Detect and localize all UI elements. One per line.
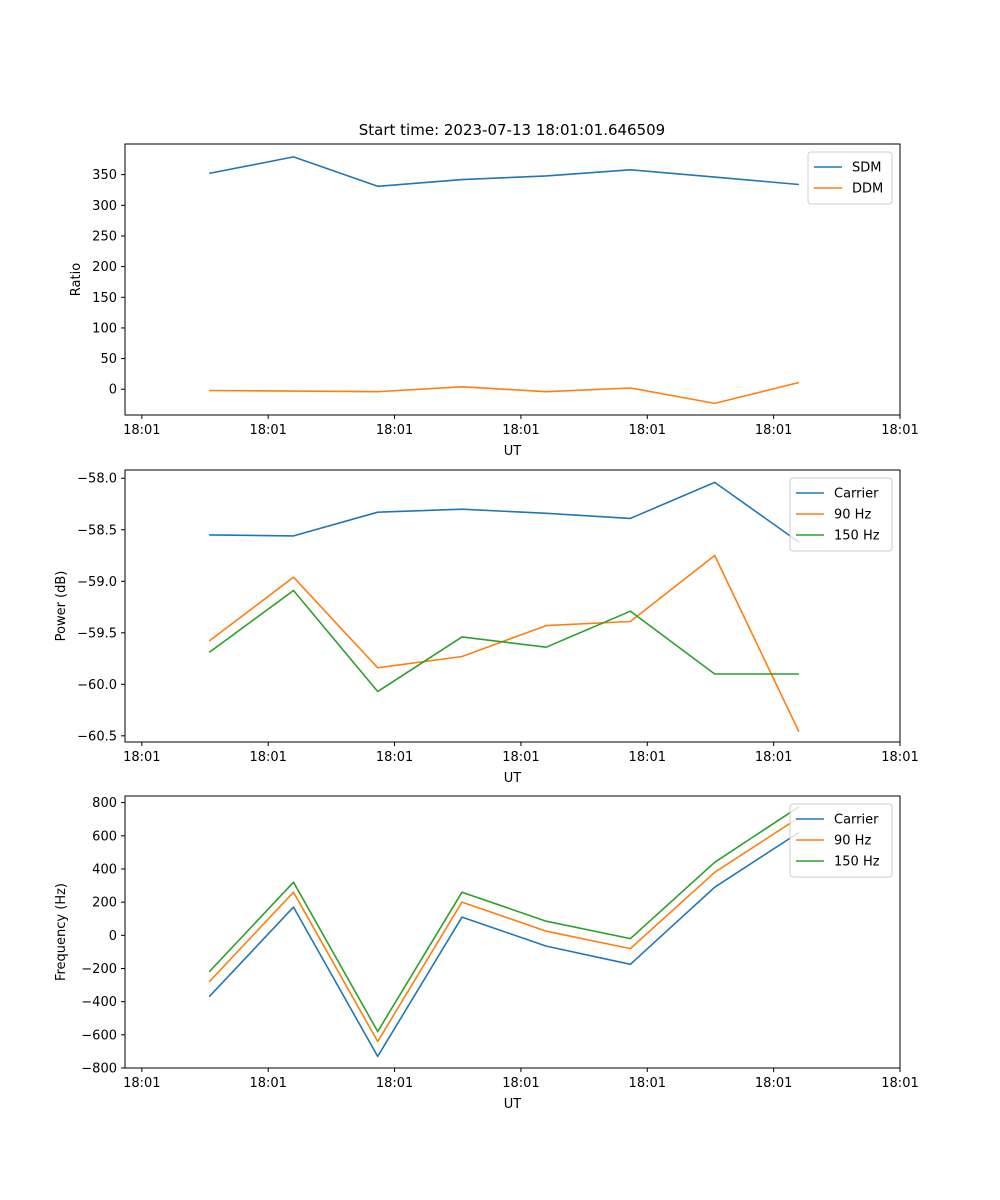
x-tick-label: 18:01 <box>881 1076 918 1091</box>
x-axis-label: UT <box>504 771 522 786</box>
y-tick-label: −58.5 <box>77 523 117 538</box>
legend-entry: Carrier <box>834 487 879 502</box>
series-line-carrier <box>208 831 800 1058</box>
legend-entry: DDM <box>852 182 883 197</box>
y-tick-label: 50 <box>100 352 117 367</box>
legend-entry: 90 Hz <box>834 508 871 523</box>
y-tick-label: 600 <box>92 829 117 844</box>
figure-title: Start time: 2023-07-13 18:01:01.646509 <box>359 121 665 139</box>
legend-box <box>789 477 893 552</box>
y-tick-label: 800 <box>92 796 117 811</box>
x-tick-label: 18:01 <box>123 1076 160 1091</box>
y-tick-label: −58.0 <box>77 472 117 487</box>
x-tick-label: 18:01 <box>755 750 792 765</box>
series-line-90-hz <box>208 816 800 1043</box>
y-tick-label: −400 <box>81 995 117 1010</box>
y-axis-label: Power (dB) <box>54 571 69 642</box>
y-tick-label: −60.5 <box>77 729 117 744</box>
legend-entry: 150 Hz <box>834 855 880 870</box>
series-line-150-hz <box>208 806 800 1033</box>
y-tick-label: 100 <box>92 321 117 336</box>
y-tick-label: 200 <box>92 896 117 911</box>
legend: SDM DDM <box>807 151 893 205</box>
legend: Carrier 90 Hz 150 Hz <box>789 803 893 878</box>
chart-panel-2: 18:01 18:01 18:01 18:01 18:01 18:01 18:01 −58.0… <box>54 469 919 786</box>
series-line-90-hz <box>208 554 800 733</box>
chart-panel-3: 18:01 18:01 18:01 18:01 18:01 18:01 18:01 800 60… <box>54 795 919 1112</box>
legend-entry: 90 Hz <box>834 834 871 849</box>
x-tick-label: 18:01 <box>502 750 539 765</box>
x-tick-label: 18:01 <box>881 750 918 765</box>
y-tick-label: −800 <box>81 1062 117 1077</box>
x-tick-label: 18:01 <box>629 750 666 765</box>
legend-entry: 150 Hz <box>834 529 880 544</box>
y-tick-label: 200 <box>92 260 117 275</box>
series-line-ddm <box>209 381 800 405</box>
y-tick-label: 0 <box>109 383 117 398</box>
x-axis-label: UT <box>504 1097 522 1112</box>
y-tick-label: 300 <box>92 199 117 214</box>
legend-entry: Carrier <box>834 813 879 828</box>
x-tick-label: 18:01 <box>502 1076 539 1091</box>
x-tick-label: 18:01 <box>502 423 539 438</box>
axes-frame <box>124 469 901 743</box>
y-axis-label: Frequency (Hz) <box>54 883 69 981</box>
series-line-150-hz <box>208 589 799 693</box>
x-axis-label: UT <box>504 444 522 459</box>
chart-panel-1: 18:01 18:01 18:01 18:01 18:01 18:01 18:01 0 50 10… <box>69 143 919 459</box>
y-tick-label: 400 <box>92 862 117 877</box>
y-tick-label: −59.5 <box>77 626 117 641</box>
x-tick-label: 18:01 <box>249 750 286 765</box>
series-line-sdm <box>209 156 799 188</box>
x-tick-label: 18:01 <box>629 423 666 438</box>
y-tick-label: −600 <box>81 1028 117 1043</box>
x-tick-label: 18:01 <box>123 423 160 438</box>
x-tick-label: 18:01 <box>376 423 413 438</box>
x-tick-label: 18:01 <box>249 1076 286 1091</box>
y-tick-label: 250 <box>92 229 117 244</box>
y-tick-label: −59.0 <box>77 575 117 590</box>
x-tick-label: 18:01 <box>755 1076 792 1091</box>
legend-box <box>789 803 893 878</box>
series-line-carrier <box>209 481 800 543</box>
x-tick-label: 18:01 <box>881 423 918 438</box>
panels: 18:01 18:01 18:01 18:01 18:01 18:01 18:01 0 50 10… <box>54 143 919 1112</box>
y-tick-label: 0 <box>109 929 117 944</box>
x-tick-label: 18:01 <box>376 750 413 765</box>
x-tick-label: 18:01 <box>629 1076 666 1091</box>
y-tick-label: 150 <box>92 291 117 306</box>
y-tick-label: 350 <box>92 168 117 183</box>
axes-frame <box>124 143 901 416</box>
legend: Carrier 90 Hz 150 Hz <box>789 477 893 552</box>
x-tick-label: 18:01 <box>123 750 160 765</box>
y-tick-label: −200 <box>81 962 117 977</box>
x-tick-label: 18:01 <box>249 423 286 438</box>
y-axis-label: Ratio <box>69 263 84 296</box>
x-tick-label: 18:01 <box>755 423 792 438</box>
x-tick-label: 18:01 <box>376 1076 413 1091</box>
axes-frame <box>124 795 901 1069</box>
legend-entry: SDM <box>852 161 881 176</box>
y-tick-label: −60.0 <box>77 678 117 693</box>
legend-box <box>807 151 893 205</box>
